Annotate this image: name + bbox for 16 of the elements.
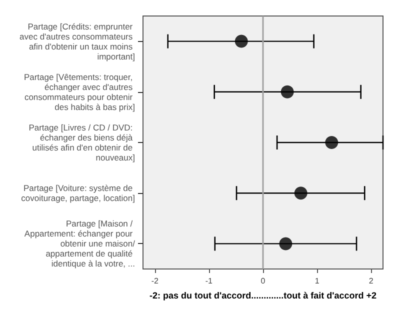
point	[234, 34, 248, 48]
point	[294, 186, 308, 200]
y-tick-label: Partage [Maison / Appartement: échanger pour obtenir une maison/appartement de qualité identique à la votre, ...	[24, 218, 136, 269]
x-tick-label: -2	[151, 276, 159, 286]
point	[280, 85, 294, 98]
x-axis-title: -2: pas du tout d'accord.............tout à fait d'accord +2	[149, 290, 377, 300]
y-tick-label: Partage [Vêtements: troquer, échanger avec d'autres consommateurs pour obtenir des habits à bas prix]	[24, 72, 135, 112]
y-tick-label: Partage [Voiture: système de covoiturage, partage, location]	[21, 183, 135, 204]
x-tick-label: 0	[260, 276, 266, 286]
y-tick-label: Partage [Livres / CD / DVD: échanger des biens déjà utilisés afin d'en obtenir de nouveaux]	[28, 122, 135, 162]
x-tick-label: 2	[368, 276, 374, 286]
y-tick-label: Partage [Crédits: emprunter avec d'autres consommateurs afin d'obtenir un taux moins important]	[20, 21, 135, 62]
x-tick-label: -1	[205, 276, 214, 286]
x-tick-label: 1	[314, 276, 320, 286]
point	[279, 237, 292, 250]
point	[325, 136, 338, 149]
